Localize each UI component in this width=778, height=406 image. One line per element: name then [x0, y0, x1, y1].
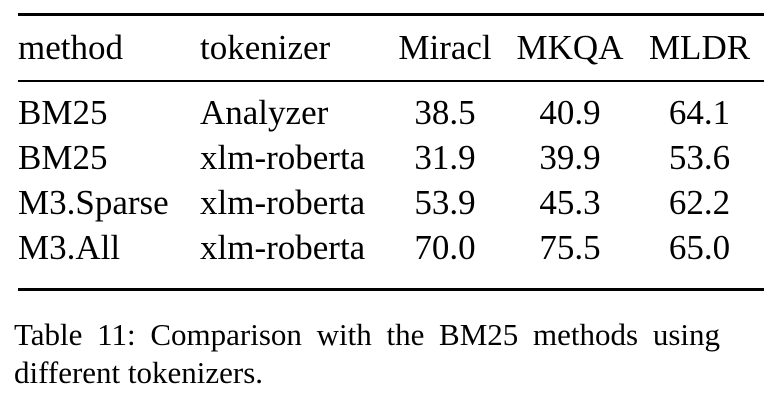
column-header-miracl: Miracl: [385, 14, 505, 82]
cell-method: M3.Sparse: [18, 182, 169, 222]
cell-tokenizer: xlm-roberta: [200, 227, 366, 267]
table-caption: Table 11: Comparison with the BM25 metho…: [14, 317, 720, 390]
cell-mldr: 62.2: [668, 182, 731, 222]
cell-mkqa: 39.9: [539, 137, 601, 177]
column-header-tokenizer: tokenizer: [200, 14, 385, 82]
results-table: method tokenizer Miracl MKQA MLDR BM25 A…: [18, 13, 764, 291]
cell-miracl: 53.9: [414, 182, 476, 222]
column-header-mldr: MLDR: [635, 14, 764, 82]
cell-mldr: 65.0: [668, 227, 731, 267]
cell-mkqa: 40.9: [539, 92, 601, 132]
cell-mkqa: 75.5: [539, 227, 601, 267]
cell-mldr: 53.6: [668, 137, 731, 177]
cell-tokenizer: xlm-roberta: [200, 137, 366, 177]
cell-miracl: 38.5: [414, 92, 476, 132]
column-header-method: method: [18, 14, 200, 82]
header-row: method tokenizer Miracl MKQA MLDR: [18, 14, 764, 82]
table-row: M3.Sparse xlm-roberta 53.9 45.3 62.2: [18, 180, 764, 225]
cell-tokenizer: xlm-roberta: [200, 182, 366, 222]
cell-method: BM25: [18, 92, 108, 132]
cell-method: BM25: [18, 137, 108, 177]
cell-mldr: 64.1: [668, 92, 731, 132]
cell-mkqa: 45.3: [539, 182, 601, 222]
table-row: BM25 Analyzer 38.5 40.9 64.1: [18, 81, 764, 135]
table-row: BM25 xlm-roberta 31.9 39.9 53.6: [18, 135, 764, 180]
cell-miracl: 31.9: [414, 137, 476, 177]
cell-tokenizer: Analyzer: [200, 92, 329, 132]
cell-method: M3.All: [18, 227, 121, 267]
table-row: M3.All xlm-roberta 70.0 75.5 65.0: [18, 225, 764, 290]
column-header-mkqa: MKQA: [505, 14, 635, 82]
cell-miracl: 70.0: [414, 227, 476, 267]
